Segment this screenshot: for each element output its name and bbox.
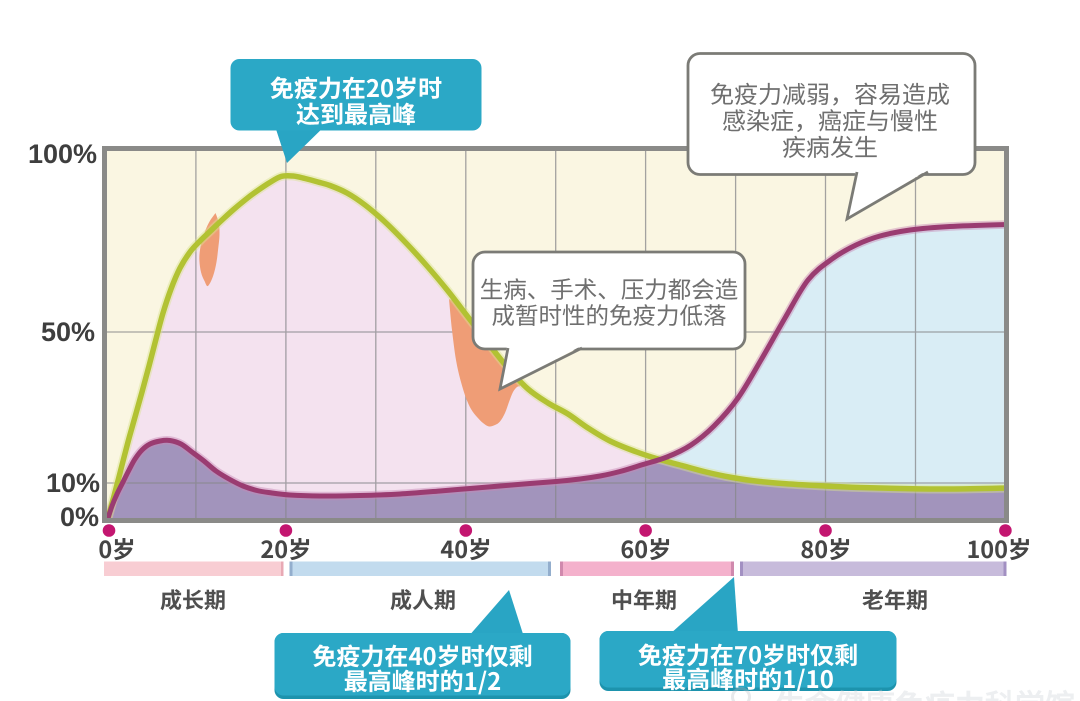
svg-text:感染症，癌症与慢性: 感染症，癌症与慢性 <box>722 102 938 137</box>
svg-text:免疫力减弱，容易造成: 免疫力减弱，容易造成 <box>710 75 950 110</box>
svg-text:疾病发生: 疾病发生 <box>782 128 878 163</box>
svg-text:10%: 10% <box>46 468 100 498</box>
svg-text:最高峰时的1/10: 最高峰时的1/10 <box>662 660 834 695</box>
svg-text:老年期: 老年期 <box>862 583 928 615</box>
svg-text:免疫力在20岁时: 免疫力在20岁时 <box>270 69 442 104</box>
svg-text:免疫力在70岁时仅剩: 免疫力在70岁时仅剩 <box>638 636 858 671</box>
svg-text:成暂时性的免疫力低落: 成暂时性的免疫力低落 <box>492 297 727 331</box>
svg-text:生病、手术、压力都会造: 生病、手术、压力都会造 <box>480 271 739 305</box>
svg-text:100岁: 100岁 <box>966 531 1031 565</box>
svg-text:0岁: 0岁 <box>98 531 135 565</box>
svg-text:成长期: 成长期 <box>160 583 226 615</box>
svg-text:生命健康免疫力科学馆: 生命健康免疫力科学馆 <box>775 681 1075 701</box>
svg-text:达到最高峰: 达到最高峰 <box>296 95 416 130</box>
svg-text:100%: 100% <box>28 139 97 169</box>
svg-text:60岁: 60岁 <box>620 531 671 565</box>
svg-text:免疫力在40岁时仅剩: 免疫力在40岁时仅剩 <box>312 637 532 672</box>
svg-text:40岁: 40岁 <box>440 531 491 565</box>
svg-text:0%: 0% <box>60 502 99 532</box>
svg-text:20岁: 20岁 <box>260 531 311 565</box>
svg-text:中年期: 中年期 <box>611 583 677 615</box>
svg-text:最高峰时的1/2: 最高峰时的1/2 <box>344 662 502 697</box>
svg-text:成人期: 成人期 <box>390 583 456 615</box>
svg-text:80岁: 80岁 <box>800 531 851 565</box>
svg-text:50%: 50% <box>41 317 95 347</box>
